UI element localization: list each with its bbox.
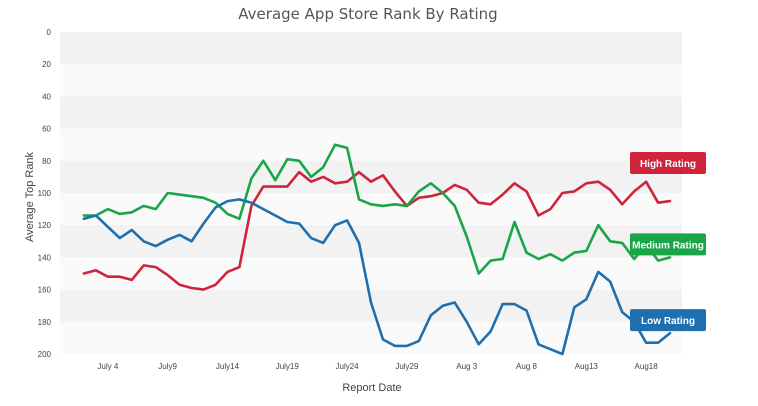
x-tick-label: July19 <box>276 362 300 371</box>
x-tick-label: July9 <box>158 362 177 371</box>
y-tick-label: 40 <box>42 92 51 101</box>
grid-bands <box>60 32 682 354</box>
legend-item-low-rating: Low Rating <box>630 309 706 332</box>
legend-swatch <box>630 233 706 256</box>
series-line-medium-rating <box>82 143 672 275</box>
legend-item-medium-rating: Medium Rating <box>630 233 706 256</box>
y-axis-label: Average Top Rank <box>24 151 36 242</box>
x-tick-label: Aug 3 <box>456 362 477 371</box>
legend-label: Low Rating <box>641 316 695 327</box>
x-tick-label: Aug18 <box>635 362 659 371</box>
x-axis-ticks: July 4 July9 July14 July19 July24 July29 Aug 3… <box>97 362 658 371</box>
y-axis-ticks: 0 20 40 60 80 100 120 140 160 180 200 <box>38 28 52 359</box>
x-tick-label: July29 <box>395 362 419 371</box>
y-tick-label: 0 <box>47 28 52 37</box>
grid-band <box>60 128 682 161</box>
grid-band <box>60 96 682 129</box>
legend-label: High Rating <box>640 159 696 170</box>
grid-band <box>60 225 682 258</box>
y-tick-label: 20 <box>42 60 51 69</box>
x-tick-label: July 4 <box>97 362 118 371</box>
x-tick-label: July14 <box>216 362 240 371</box>
legend-swatch <box>630 309 706 332</box>
grid-band <box>60 321 682 354</box>
legend-item-high-rating: High Rating <box>630 152 706 175</box>
legend: High Rating Medium Rating Low Rating <box>630 152 706 332</box>
x-axis-label: Report Date <box>342 382 401 394</box>
series-line-high-rating <box>82 170 672 291</box>
y-tick-label: 100 <box>38 189 52 198</box>
series-line-low-rating <box>82 198 672 356</box>
legend-label: Medium Rating <box>632 240 704 251</box>
chart-title: Average App Store Rank By Rating <box>238 5 497 23</box>
y-tick-label: 60 <box>42 125 51 134</box>
y-tick-label: 180 <box>38 318 52 327</box>
grid-band <box>60 32 682 65</box>
x-tick-label: July24 <box>336 362 360 371</box>
grid-band <box>60 160 682 193</box>
y-tick-label: 80 <box>42 157 51 166</box>
legend-swatch <box>630 152 706 175</box>
y-tick-label: 140 <box>38 253 52 262</box>
grid-band <box>60 64 682 97</box>
x-tick-label: Aug 8 <box>516 362 537 371</box>
grid-band <box>60 257 682 290</box>
y-tick-label: 160 <box>38 286 52 295</box>
y-tick-label: 200 <box>38 350 52 359</box>
y-tick-label: 120 <box>38 221 52 230</box>
x-tick-label: Aug13 <box>575 362 599 371</box>
series-lines <box>82 143 672 356</box>
